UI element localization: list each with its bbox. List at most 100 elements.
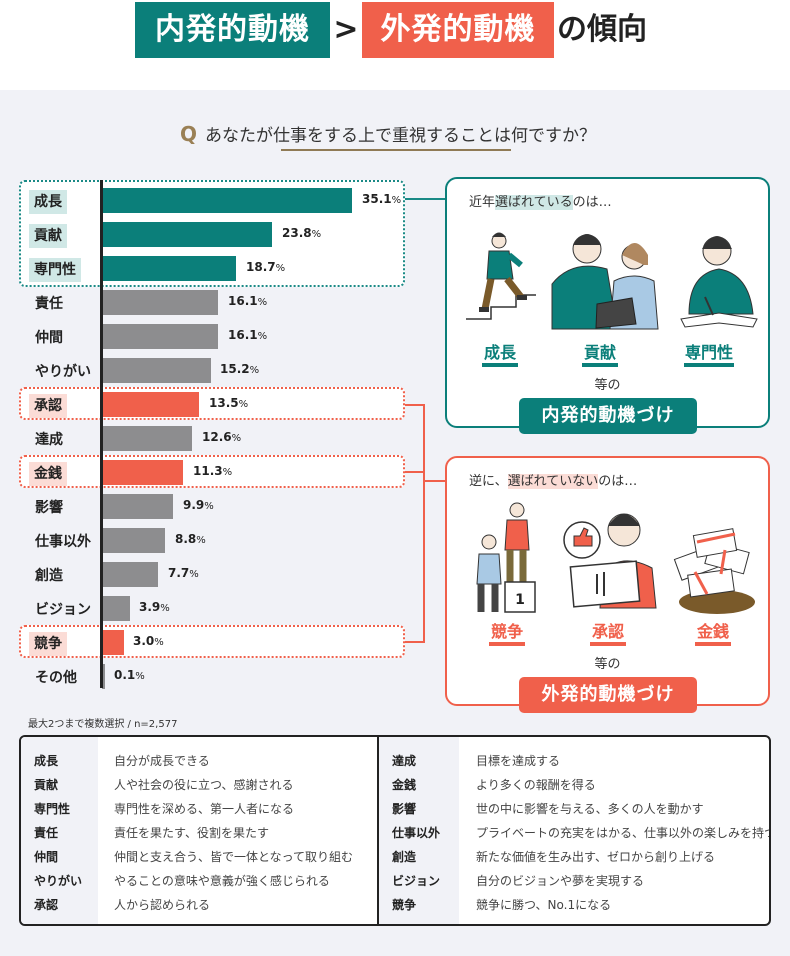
bar <box>102 290 218 315</box>
bar-value: 15.2% <box>220 362 260 376</box>
bar <box>102 392 199 417</box>
bar-value: 7.7% <box>168 566 199 580</box>
extrinsic-connector-line <box>405 641 425 643</box>
keyword-underline <box>590 642 626 646</box>
bar-label: 仕事以外 <box>35 534 91 550</box>
definition-row: 貢献 人や社会の役に立つ、感謝される <box>34 778 294 792</box>
bar-value: 0.1% <box>114 668 145 682</box>
intrinsic-panel: 近年選ばれているのは… 成長 貢献 専門性 等の 内発的動機づけ <box>445 177 770 434</box>
definition-row: 影響 世の中に影響を与える、多くの人を動かす <box>392 802 704 816</box>
extrinsic-connector-line <box>405 404 425 406</box>
title-extrinsic-motivation: 外発的動機 <box>362 2 554 58</box>
extrinsic-group-frame-competition <box>19 625 405 658</box>
bar-row: 仕事以外 8.8% <box>0 528 420 556</box>
podium-winner-illustration: 1 <box>476 502 536 613</box>
bar-value: 23.8% <box>282 226 322 240</box>
sample-note: 最大2つまで複数選択 / n=2,577 <box>28 719 178 730</box>
header: 内発的動機 > 外発的動機 の傾向 <box>0 0 790 90</box>
keyword-underline <box>582 363 618 367</box>
person-climbing-stairs-illustration <box>466 232 536 320</box>
bar-row: 達成 12.6% <box>0 426 420 454</box>
definition-row: 仕事以外 プライベートの充実をはかる、仕事以外の楽しみを持つ <box>392 826 771 840</box>
bar <box>102 426 192 451</box>
bar-row: その他 0.1% <box>0 664 420 692</box>
keyword-underline <box>489 642 525 646</box>
bar-row: 創造 7.7% <box>0 562 420 590</box>
extrinsic-panel: 逆に、選ばれていないのは… 1 競争 承認 金銭 等の 外 <box>445 456 770 713</box>
panel-lead-text: 近年選ばれているのは… <box>469 195 612 210</box>
bar-value: 11.3% <box>193 464 233 478</box>
question-text: あなたが仕事をする上で重視することは何ですか？ <box>205 126 597 146</box>
bar-label: 競争 <box>29 632 67 656</box>
definition-row: 仲間 仲間と支え合う、皆で一体となって取り組む <box>34 850 354 864</box>
panel-lead-text: 逆に、選ばれていないのは… <box>469 474 638 489</box>
keyword-underline <box>684 363 734 367</box>
bar <box>102 256 236 281</box>
keyword-money: 金銭 <box>696 622 729 641</box>
definition-column-left: 成長 自分が成長できる 貢献 人や社会の役に立つ、感謝される 専門性 専門性を深める、… <box>21 737 376 924</box>
extrinsic-group-frame-money <box>19 455 405 488</box>
bar-row: 競争 3.0% <box>0 630 420 658</box>
bar-label: 責任 <box>35 296 63 312</box>
bar <box>102 596 130 621</box>
bar-label: その他 <box>35 670 77 686</box>
extrinsic-connector-vertical <box>423 404 425 643</box>
definition-table: 成長 自分が成長できる 貢献 人や社会の役に立つ、感謝される 専門性 専門性を深める、… <box>19 735 771 926</box>
bar <box>102 562 158 587</box>
bar-row: 仲間 16.1% <box>0 324 420 352</box>
keyword-contribution: 貢献 <box>583 343 616 362</box>
intrinsic-connector-line <box>405 198 447 200</box>
bar-label: 仲間 <box>35 330 63 346</box>
bar-value: 3.0% <box>133 634 164 648</box>
bar-value: 3.9% <box>139 600 170 614</box>
bar-row: 承認 13.5% <box>0 392 420 420</box>
svg-text:1: 1 <box>515 592 525 608</box>
keyword-expertise: 専門性 <box>684 343 733 362</box>
bar-label: 金銭 <box>29 462 67 486</box>
definition-column-right: 達成 目標を達成する 金銭 より多くの報酬を得る 影響 世の中に影響を与える、多くの人… <box>377 737 771 924</box>
person-studying-illustration <box>680 236 758 328</box>
title-intrinsic-motivation: 内発的動機 <box>135 2 330 58</box>
bar-value: 8.8% <box>175 532 206 546</box>
bar <box>102 664 105 689</box>
bar-row: 責任 16.1% <box>0 290 420 318</box>
definition-row: 金銭 より多くの報酬を得る <box>392 778 596 792</box>
definition-row: 達成 目標を達成する <box>392 754 561 768</box>
bar-value: 16.1% <box>228 328 268 342</box>
bar-row: 金銭 11.3% <box>0 460 420 488</box>
bar-value: 13.5% <box>209 396 249 410</box>
question-underline <box>281 149 511 151</box>
bar <box>102 358 211 383</box>
bar-value: 12.6% <box>202 430 242 444</box>
bar <box>102 528 165 553</box>
bar-row: やりがい 15.2% <box>0 358 420 386</box>
title-suffix: の傾向 <box>557 12 647 47</box>
definition-row: 創造 新たな価値を生み出す、ゼロから創り上げる <box>392 850 716 864</box>
definition-row: 競争 競争に勝つ、No.1になる <box>392 898 612 912</box>
intrinsic-motivation-badge: 内発的動機づけ <box>519 398 697 434</box>
bar-value: 18.7% <box>246 260 286 274</box>
definition-row: ビジョン 自分のビジョンや夢を実現する <box>392 874 645 888</box>
bar <box>102 460 183 485</box>
keyword-competition: 競争 <box>490 622 523 641</box>
extrinsic-connector-line <box>423 480 447 482</box>
bar-label: 承認 <box>29 394 67 418</box>
extrinsic-motivation-badge: 外発的動機づけ <box>519 677 697 713</box>
keyword-underline <box>482 363 518 367</box>
extrinsic-group-frame-recognition <box>19 387 405 420</box>
bar-value: 16.1% <box>228 294 268 308</box>
keyword-underline <box>695 642 731 646</box>
question-mark-q: Q <box>180 122 198 146</box>
bar-label: 成長 <box>29 190 67 214</box>
survey-question: Q あなたが仕事をする上で重視することは何ですか？ <box>180 121 596 146</box>
person-with-certificate-illustration <box>563 513 657 609</box>
bar-row: 成長 35.1% <box>0 188 420 216</box>
bar-label: 創造 <box>35 568 63 584</box>
definition-row: 承認 人から認められる <box>34 898 211 912</box>
bar <box>102 222 272 247</box>
definition-row: 責任 責任を果たす、役割を果たす <box>34 826 270 840</box>
bar-row: ビジョン 3.9% <box>0 596 420 624</box>
keyword-recognition: 承認 <box>591 622 624 641</box>
extrinsic-connector-line <box>405 471 425 473</box>
definition-row: やりがい やることの意味や意義が強く感じられる <box>34 874 330 888</box>
